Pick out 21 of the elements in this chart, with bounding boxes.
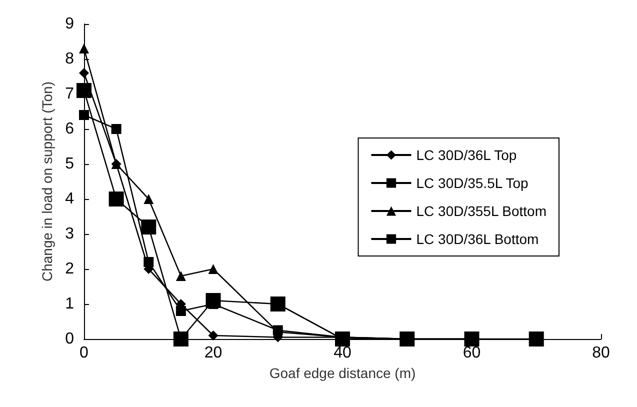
legend-label: LC 30D/36L Top (416, 147, 517, 163)
x-tick-label: 0 (80, 344, 89, 362)
y-axis-title: Change in load on support (Ton) (39, 81, 55, 282)
x-tick-label: 80 (592, 344, 610, 362)
y-tick-label: 4 (65, 190, 74, 208)
legend-label: LC 30D/355L Bottom (416, 203, 546, 219)
y-tick-label: 8 (65, 50, 74, 68)
y-tick-label: 5 (65, 156, 74, 172)
y-tick-label: 2 (65, 260, 74, 278)
y-tick-label: 9 (65, 16, 74, 32)
legend-label: LC 30D/36L Bottom (416, 231, 539, 247)
legend-label: LC 30D/35.5L Top (416, 175, 529, 191)
y-tick-label: 7 (65, 86, 74, 102)
y-tick-label: 1 (65, 296, 74, 312)
x-tick-label: 60 (462, 344, 481, 362)
x-tick-label: 20 (204, 344, 222, 362)
y-tick-label: 6 (65, 120, 74, 138)
x-tick-label: 40 (334, 344, 352, 362)
y-tick-label: 0 (65, 330, 74, 348)
x-axis-title: Goaf edge distance (m) (269, 364, 416, 381)
y-tick-label: 3 (65, 226, 74, 242)
